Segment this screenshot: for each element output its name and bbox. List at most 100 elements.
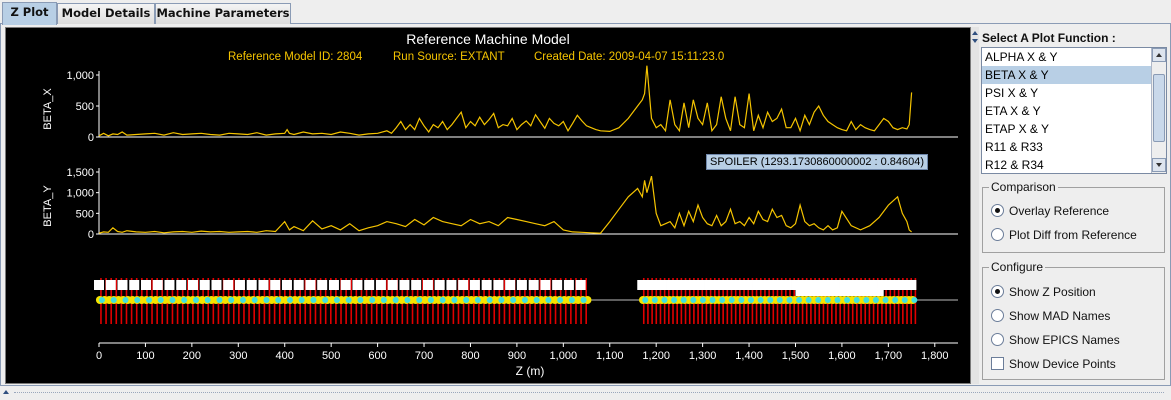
monitor-marker[interactable] bbox=[152, 280, 163, 290]
monitor-marker[interactable] bbox=[877, 280, 888, 290]
bpm-marker[interactable] bbox=[757, 297, 764, 303]
monitor-marker[interactable] bbox=[399, 280, 410, 290]
tab-machine-parameters[interactable]: Machine Parameters bbox=[155, 3, 291, 24]
bpm-marker[interactable] bbox=[709, 297, 716, 303]
scroll-down-button[interactable] bbox=[1152, 158, 1166, 172]
bpm-marker[interactable] bbox=[580, 297, 587, 303]
bpm-marker[interactable] bbox=[345, 297, 352, 303]
bpm-marker[interactable] bbox=[521, 297, 528, 303]
bpm-marker[interactable] bbox=[699, 297, 706, 303]
bpm-marker[interactable] bbox=[204, 297, 211, 303]
monitor-marker[interactable] bbox=[434, 280, 445, 290]
bpm-marker[interactable] bbox=[510, 297, 517, 303]
bpm-marker[interactable] bbox=[719, 297, 726, 303]
bpm-marker[interactable] bbox=[671, 297, 678, 303]
monitor-marker[interactable] bbox=[293, 280, 304, 290]
monitor-marker[interactable] bbox=[493, 280, 504, 290]
bpm-marker[interactable] bbox=[392, 297, 399, 303]
bpm-marker[interactable] bbox=[463, 297, 470, 303]
monitor-marker[interactable] bbox=[819, 280, 830, 290]
list-scrollbar[interactable] bbox=[1151, 48, 1166, 173]
show-mad-names-option[interactable]: Show MAD Names bbox=[991, 307, 1110, 325]
monitor-marker[interactable] bbox=[317, 280, 328, 290]
bpm-marker[interactable] bbox=[427, 297, 434, 303]
bpm-marker[interactable] bbox=[545, 297, 552, 303]
bpm-marker[interactable] bbox=[767, 297, 774, 303]
monitor-marker[interactable] bbox=[656, 280, 667, 290]
bpm-marker[interactable] bbox=[169, 297, 176, 303]
monitor-marker[interactable] bbox=[199, 280, 210, 290]
series-line[interactable] bbox=[98, 65, 913, 137]
monitor-marker[interactable] bbox=[528, 280, 539, 290]
monitor-marker[interactable] bbox=[411, 280, 422, 290]
bpm-marker[interactable] bbox=[216, 297, 223, 303]
monitor-marker[interactable] bbox=[771, 280, 782, 290]
bpm-marker[interactable] bbox=[380, 297, 387, 303]
beamline-layout[interactable] bbox=[94, 278, 958, 324]
monitor-marker[interactable] bbox=[704, 280, 715, 290]
monitor-marker[interactable] bbox=[422, 280, 433, 290]
collapse-down-icon[interactable] bbox=[972, 39, 978, 43]
monitor-marker[interactable] bbox=[575, 280, 586, 290]
monitor-marker[interactable] bbox=[685, 280, 696, 290]
monitor-marker[interactable] bbox=[140, 280, 151, 290]
bpm-marker[interactable] bbox=[110, 297, 117, 303]
show-device-points-option[interactable]: Show Device Points bbox=[991, 355, 1116, 373]
bpm-marker[interactable] bbox=[651, 297, 658, 303]
monitor-marker[interactable] bbox=[328, 280, 339, 290]
list-item[interactable]: PSI X & Y bbox=[985, 86, 1039, 100]
bpm-marker[interactable] bbox=[251, 297, 258, 303]
bpm-marker[interactable] bbox=[815, 297, 822, 303]
bpm-marker[interactable] bbox=[911, 297, 918, 303]
monitor-marker[interactable] bbox=[723, 280, 734, 290]
monitor-marker[interactable] bbox=[552, 280, 563, 290]
monitor-marker[interactable] bbox=[563, 280, 574, 290]
series-line[interactable] bbox=[98, 175, 912, 234]
plot-area[interactable]: Reference Machine Model Reference Model … bbox=[5, 27, 971, 384]
bpm-marker[interactable] bbox=[322, 297, 329, 303]
bpm-marker[interactable] bbox=[796, 297, 803, 303]
list-item[interactable]: ETA X & Y bbox=[985, 104, 1041, 118]
monitor-marker[interactable] bbox=[839, 280, 850, 290]
bpm-marker[interactable] bbox=[786, 297, 793, 303]
monitor-marker[interactable] bbox=[896, 280, 907, 290]
bpm-marker[interactable] bbox=[369, 297, 376, 303]
monitor-marker[interactable] bbox=[387, 280, 398, 290]
monitor-marker[interactable] bbox=[94, 280, 104, 290]
bpm-marker[interactable] bbox=[474, 297, 481, 303]
bottom-divider[interactable] bbox=[0, 386, 1171, 400]
tab-model-details[interactable]: Model Details bbox=[57, 3, 155, 24]
monitor-marker[interactable] bbox=[223, 280, 234, 290]
monitor-marker[interactable] bbox=[340, 280, 351, 290]
monitor-marker[interactable] bbox=[516, 280, 527, 290]
bpm-marker[interactable] bbox=[568, 297, 575, 303]
monitor-marker[interactable] bbox=[375, 280, 386, 290]
tab-z-plot[interactable]: Z Plot bbox=[2, 2, 57, 25]
monitor-marker[interactable] bbox=[129, 280, 140, 290]
bpm-marker[interactable] bbox=[192, 297, 199, 303]
monitor-marker[interactable] bbox=[752, 280, 763, 290]
monitor-marker[interactable] bbox=[364, 280, 375, 290]
monitor-marker[interactable] bbox=[762, 280, 773, 290]
bpm-marker[interactable] bbox=[533, 297, 540, 303]
bpm-marker[interactable] bbox=[451, 297, 458, 303]
bpm-marker[interactable] bbox=[145, 297, 152, 303]
monitor-marker[interactable] bbox=[469, 280, 480, 290]
scroll-up-button[interactable] bbox=[1152, 48, 1166, 62]
bpm-marker[interactable] bbox=[357, 297, 364, 303]
monitor-marker[interactable] bbox=[733, 280, 744, 290]
bpm-marker[interactable] bbox=[642, 297, 649, 303]
monitor-marker[interactable] bbox=[540, 280, 551, 290]
monitor-marker[interactable] bbox=[742, 280, 753, 290]
monitor-marker[interactable] bbox=[666, 280, 677, 290]
bpm-marker[interactable] bbox=[882, 297, 889, 303]
bpm-marker[interactable] bbox=[404, 297, 411, 303]
bpm-marker[interactable] bbox=[498, 297, 505, 303]
monitor-marker[interactable] bbox=[211, 280, 222, 290]
bpm-marker[interactable] bbox=[298, 297, 305, 303]
bpm-marker[interactable] bbox=[661, 297, 668, 303]
bpm-marker[interactable] bbox=[901, 297, 908, 303]
bpm-marker[interactable] bbox=[275, 297, 282, 303]
bpm-marker[interactable] bbox=[872, 297, 879, 303]
chart-beta-y[interactable]: 0 500 1,000 1,500 bbox=[66, 167, 958, 241]
